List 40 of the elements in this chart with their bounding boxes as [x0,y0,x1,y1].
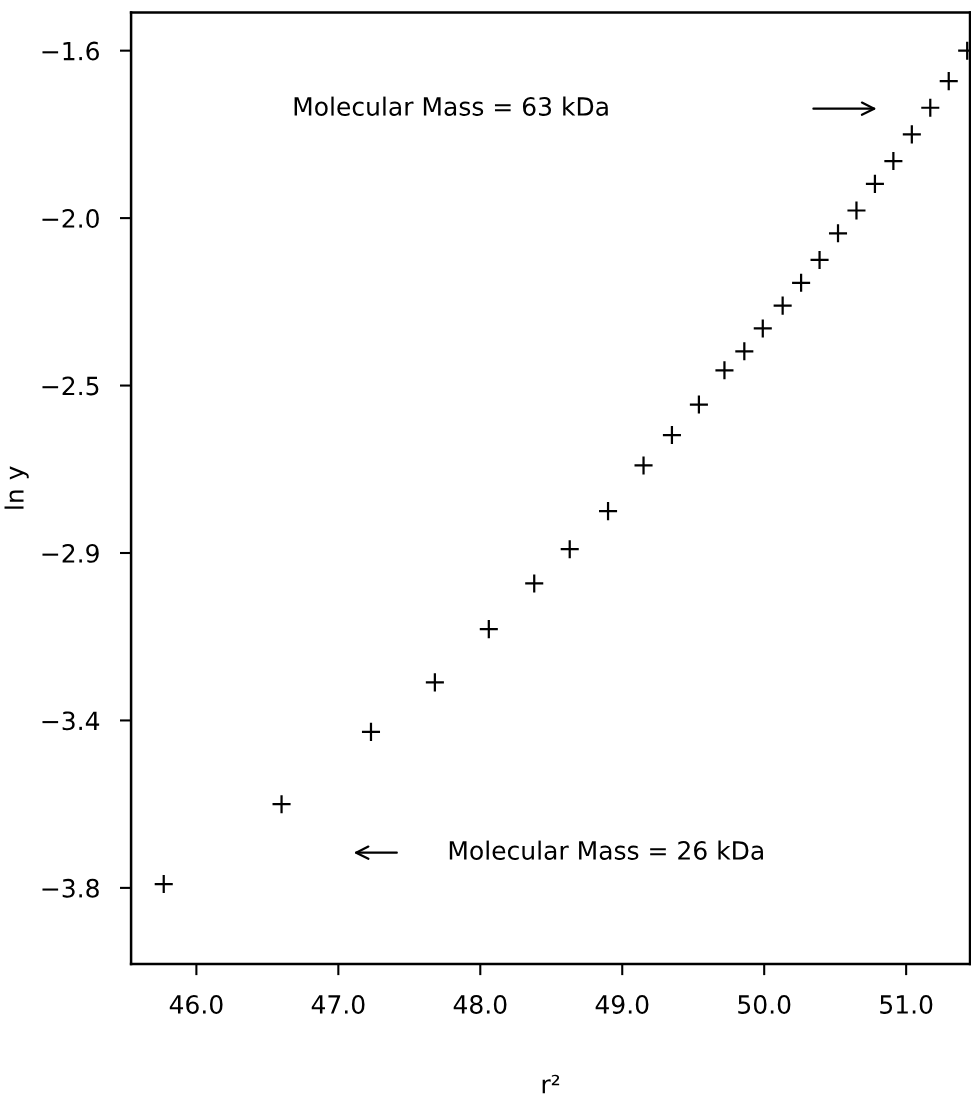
y-tick-label: −2.0 [42,209,99,228]
point [271,794,292,815]
y-tick-label: −2.9 [42,543,99,563]
point [153,873,174,895]
point [597,501,619,522]
point [478,618,499,640]
y-tick-label: −1.6 [42,41,99,61]
point [938,70,959,92]
y-tick-label: −3.4 [42,711,100,731]
point [827,223,849,244]
point [883,150,904,172]
point [688,394,710,415]
point [424,672,445,693]
annotation: Molecular Mass = 26 kDa [449,840,763,860]
x-tick-label: 47.0 [311,995,365,1014]
x-tick-label: 49.0 [595,995,649,1014]
annotation: Molecular Mass = 63 kDa [294,96,608,116]
x-tick-label: 46.0 [169,995,223,1014]
point [661,424,683,446]
point [559,539,580,560]
point [633,455,654,476]
point [846,200,867,221]
point [920,97,941,118]
point [752,318,773,339]
point [734,341,755,362]
x-tick-label: 48.0 [453,995,507,1014]
x-tick-label: 50.0 [738,995,791,1014]
y-tick-label: −3.8 [42,878,99,898]
x-axis-title: r² [542,1074,560,1094]
point [809,249,830,271]
x-tick-label: 51.0 [880,995,933,1014]
point [901,124,922,145]
point [714,360,735,381]
y-tick-label: −2.5 [42,376,99,396]
y-axis-title: ln y [4,466,29,509]
point [790,272,812,293]
point [524,573,545,594]
point [360,721,382,742]
point [772,295,793,316]
point [864,173,886,194]
